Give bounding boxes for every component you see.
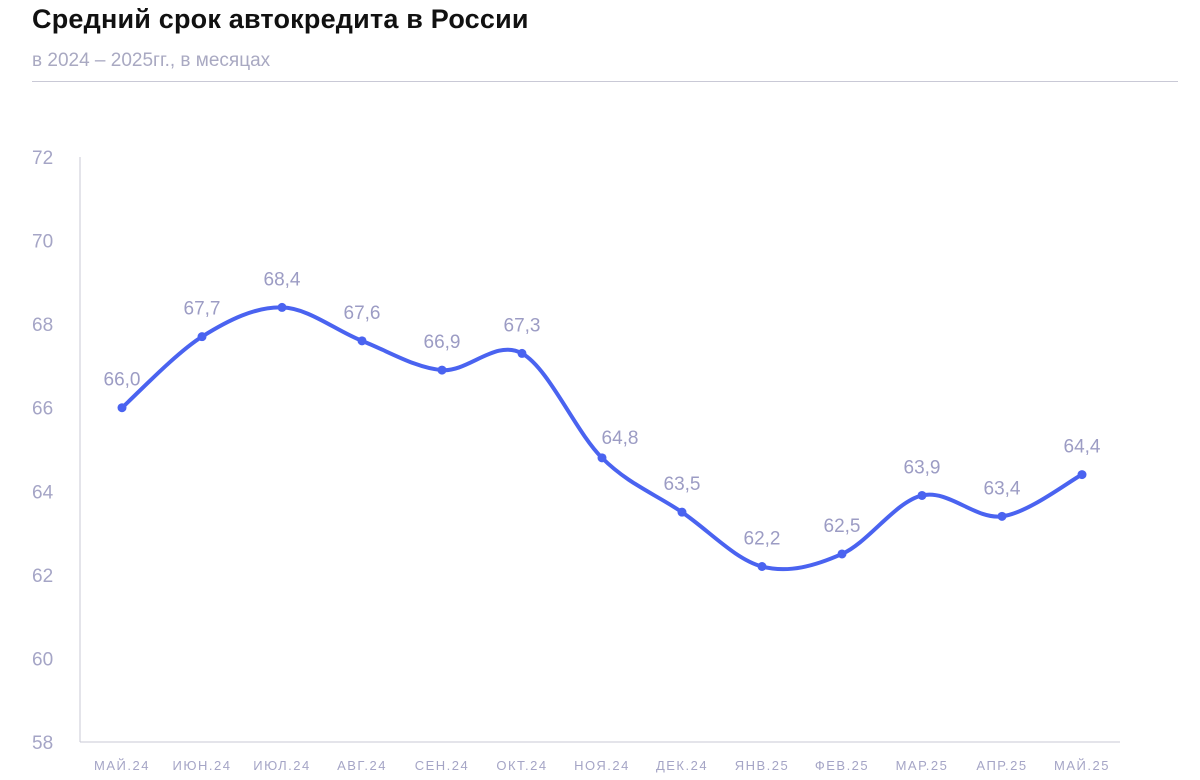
x-tick-label: МАР.25 [896, 758, 949, 773]
data-point [117, 403, 127, 413]
y-tick-label: 60 [32, 649, 53, 670]
data-label: 68,4 [264, 269, 301, 290]
data-label: 67,6 [344, 303, 381, 324]
chart-title: Средний срок автокредита в России [32, 4, 529, 34]
x-tick-label: ИЮЛ.24 [253, 758, 311, 773]
data-label: 62,5 [824, 516, 861, 537]
data-point [517, 348, 527, 358]
x-tick-label: МАЙ.25 [1054, 758, 1110, 773]
data-point [917, 490, 927, 500]
data-point [597, 453, 607, 463]
data-labels: 66,0 67,7 68,4 67,6 66,9 67,3 64,8 63,5 62,2 62,5… [104, 269, 1101, 549]
data-point [197, 332, 207, 342]
x-tick-label: ФЕВ.25 [815, 758, 869, 773]
y-tick-label: 66 [32, 399, 53, 420]
data-label: 63,4 [984, 478, 1021, 499]
data-point [277, 302, 287, 312]
x-tick-label: МАЙ.24 [94, 758, 150, 773]
data-label: 67,3 [504, 315, 541, 336]
x-tick-label: АВГ.24 [337, 758, 387, 773]
data-point [837, 549, 847, 559]
x-tick-label: ЯНВ.25 [735, 758, 790, 773]
data-label: 63,5 [664, 474, 701, 495]
x-tick-label: ОКТ.24 [496, 758, 547, 773]
data-point [997, 511, 1007, 521]
data-label: 63,9 [904, 457, 941, 478]
y-tick-label: 68 [32, 315, 53, 336]
data-label: 64,8 [602, 428, 639, 449]
data-label: 64,4 [1064, 437, 1101, 458]
y-tick-label: 70 [32, 232, 53, 253]
x-tick-label: ИЮН.24 [173, 758, 232, 773]
header-divider [32, 81, 1178, 82]
x-tick-label: ДЕК.24 [656, 758, 708, 773]
data-point [1077, 470, 1087, 480]
x-axis-ticks: МАЙ.24 ИЮН.24 ИЮЛ.24 АВГ.24 СЕН.24 ОКТ.24 НОЯ.… [94, 758, 1110, 773]
y-tick-label: 62 [32, 566, 53, 587]
x-tick-label: АПР.25 [976, 758, 1027, 773]
data-label: 66,0 [104, 370, 141, 391]
chart-subtitle: в 2024 – 2025гг., в месяцах [32, 50, 271, 71]
data-point [757, 562, 767, 571]
data-point [437, 365, 447, 375]
axes [79, 157, 1120, 743]
data-label: 66,9 [424, 332, 461, 353]
data-label: 67,7 [184, 299, 221, 320]
data-label: 62,2 [744, 529, 781, 550]
y-tick-label: 64 [32, 482, 54, 503]
x-tick-label: НОЯ.24 [574, 758, 630, 773]
y-axis-ticks: 58 60 62 64 66 68 70 72 [32, 148, 54, 754]
data-point [357, 336, 367, 346]
y-tick-label: 72 [32, 148, 53, 169]
x-tick-label: СЕН.24 [415, 758, 470, 773]
data-point [677, 507, 687, 517]
y-tick-label: 58 [32, 733, 53, 754]
data-points [117, 302, 1087, 571]
